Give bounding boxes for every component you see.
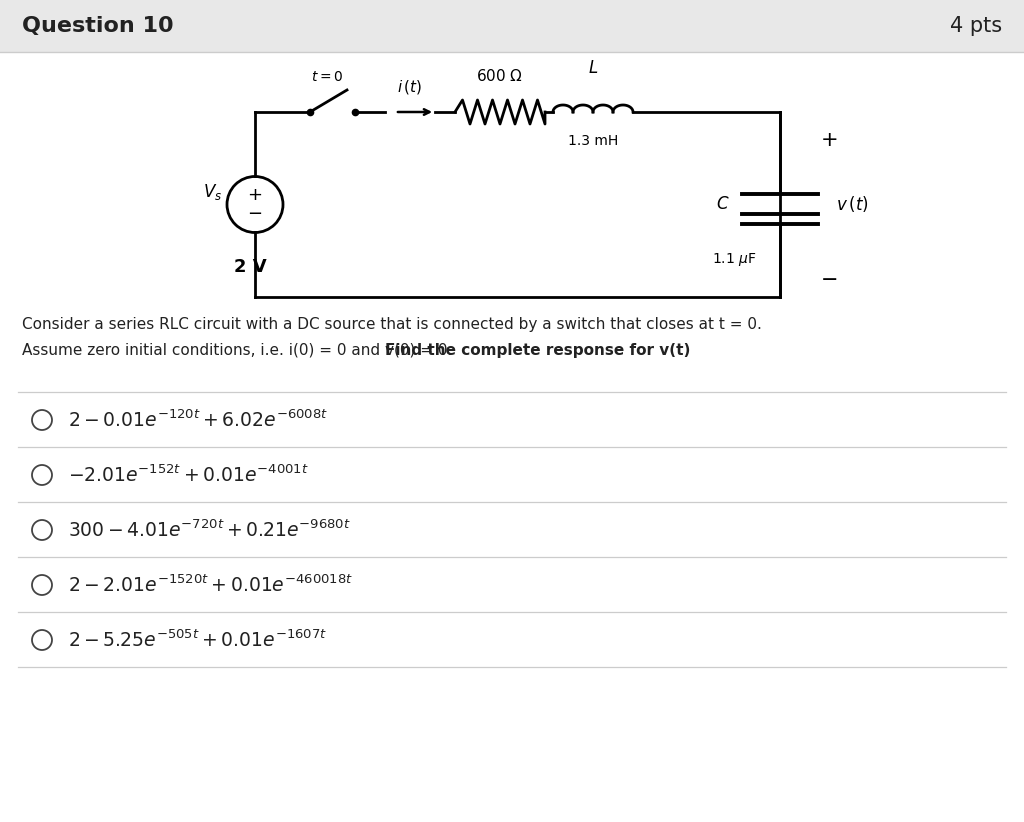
Text: $L$: $L$: [588, 60, 598, 77]
Text: $2 - 2.01e^{-1520t} + 0.01e^{-460018t}$: $2 - 2.01e^{-1520t} + 0.01e^{-460018t}$: [68, 575, 353, 596]
Text: Assume zero initial conditions, i.e. i(0) = 0 and v(0) = 0.: Assume zero initial conditions, i.e. i(0…: [22, 343, 458, 358]
Text: $C$: $C$: [717, 196, 730, 213]
Text: $2 - 5.25e^{-505t} + 0.01e^{-1607t}$: $2 - 5.25e^{-505t} + 0.01e^{-1607t}$: [68, 630, 327, 651]
Text: 4 pts: 4 pts: [950, 16, 1002, 36]
Bar: [0, 0, 1024, 52]
Text: $2 - 0.01e^{-120t} + 6.02e^{-6008t}$: $2 - 0.01e^{-120t} + 6.02e^{-6008t}$: [68, 409, 328, 431]
Text: Question 10: Question 10: [22, 16, 174, 36]
Text: 1.1 $\mu$F: 1.1 $\mu$F: [712, 251, 756, 268]
Text: $-2.01e^{-152t} + 0.01e^{-4001t}$: $-2.01e^{-152t} + 0.01e^{-4001t}$: [68, 464, 309, 486]
Text: 1.3 mH: 1.3 mH: [568, 134, 618, 148]
Text: 600 $\Omega$: 600 $\Omega$: [476, 68, 523, 84]
Text: −: −: [248, 206, 262, 224]
Text: +: +: [248, 186, 262, 204]
Text: $v\,(t)$: $v\,(t)$: [836, 195, 868, 215]
Text: $V_s$: $V_s$: [204, 182, 222, 202]
Text: $t=0$: $t=0$: [311, 70, 344, 84]
Text: +: +: [821, 130, 839, 150]
Text: Consider a series RLC circuit with a DC source that is connected by a switch tha: Consider a series RLC circuit with a DC …: [22, 316, 762, 331]
Text: $i\,(t)$: $i\,(t)$: [397, 78, 423, 96]
Text: Find the complete response for v(t): Find the complete response for v(t): [385, 343, 690, 358]
Text: 2 V: 2 V: [233, 257, 266, 275]
Text: $300 - 4.01e^{-720t} + 0.21e^{-9680t}$: $300 - 4.01e^{-720t} + 0.21e^{-9680t}$: [68, 520, 351, 541]
Text: −: −: [821, 270, 839, 289]
